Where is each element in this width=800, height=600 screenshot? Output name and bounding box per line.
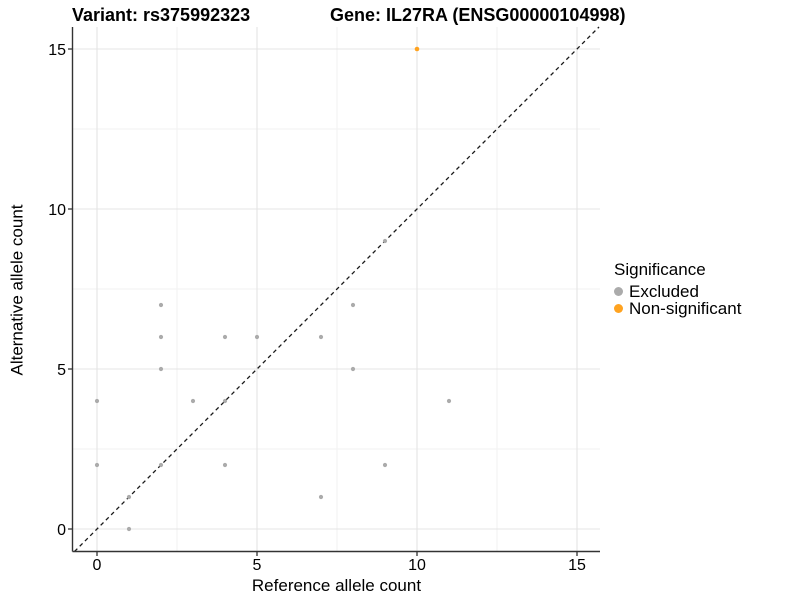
- data-point-excluded: [126, 494, 132, 500]
- data-point-excluded: [126, 526, 132, 532]
- data-point-excluded: [158, 462, 164, 468]
- identity-line: [74, 26, 600, 552]
- x-axis-title: Reference allele count: [251, 576, 422, 595]
- data-point-excluded: [318, 494, 324, 500]
- x-tick-label: 10: [408, 557, 426, 574]
- data-point-excluded: [350, 302, 356, 308]
- legend-title: Significance: [614, 260, 706, 279]
- data-point-excluded: [190, 398, 196, 404]
- data-point-excluded: [350, 366, 356, 372]
- data-point-excluded: [94, 398, 100, 404]
- data-point-excluded: [318, 334, 324, 340]
- data-point-excluded: [254, 334, 260, 340]
- legend-item-non-significant: Non-significant: [614, 300, 741, 317]
- non-significant-dot-icon: [614, 304, 623, 313]
- y-tick-label: 15: [48, 42, 66, 59]
- variant-title: Variant: rs375992323: [72, 5, 251, 25]
- y-tick-label: 0: [57, 522, 66, 539]
- data-point-excluded: [158, 302, 164, 308]
- data-point-excluded: [94, 462, 100, 468]
- data-point-excluded: [222, 462, 228, 468]
- legend-item-excluded: Excluded: [614, 283, 741, 300]
- y-tick-label: 10: [48, 202, 66, 219]
- data-point-excluded: [222, 334, 228, 340]
- x-tick-label: 0: [93, 557, 102, 574]
- data-point-excluded: [382, 238, 388, 244]
- data-point-excluded: [158, 366, 164, 372]
- data-point-non-significant: [414, 46, 420, 52]
- data-point-excluded: [158, 334, 164, 340]
- excluded-dot-icon: [614, 287, 623, 296]
- x-tick-label: 15: [568, 557, 586, 574]
- legend: Significance Excluded Non-significant: [614, 260, 741, 317]
- y-axis-title: Alternative allele count: [8, 203, 28, 376]
- x-tick-label: 5: [253, 557, 262, 574]
- gene-title: Gene: IL27RA (ENSG00000104998): [330, 5, 626, 25]
- data-point-excluded: [222, 398, 228, 404]
- legend-item-non-significant-label: Non-significant: [629, 299, 742, 318]
- data-point-excluded: [446, 398, 452, 404]
- y-axis-title-box: Alternative allele count: [6, 27, 30, 552]
- legend-item-excluded-label: Excluded: [629, 282, 699, 301]
- y-tick-label: 5: [57, 362, 66, 379]
- data-point-excluded: [382, 462, 388, 468]
